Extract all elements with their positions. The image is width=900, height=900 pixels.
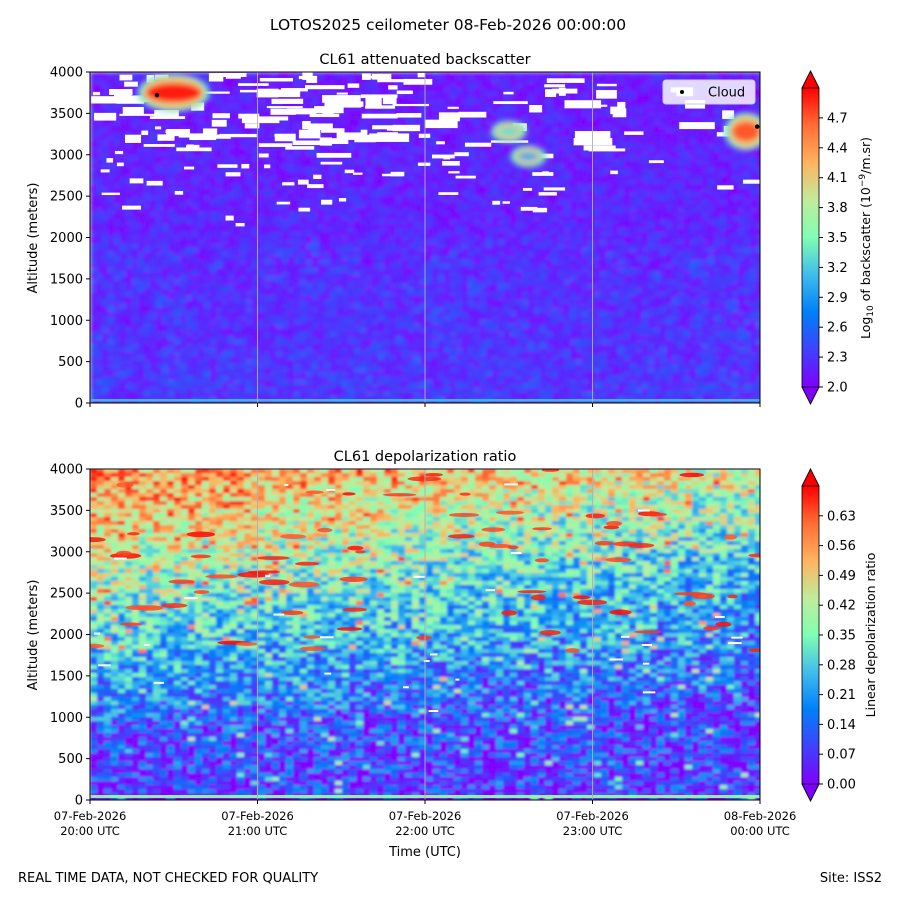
colorbar-tick-label: 2.0 [827,381,848,396]
colorbar-tick-label: 0.00 [827,778,856,793]
y-tick-label: 2500 [50,587,83,602]
x-tick-date-label: 07-Feb-2026 [221,809,294,823]
colorbar-tick-label: 2.6 [827,321,848,336]
x-tick-time-label: 21:00 UTC [228,824,288,838]
colorbar-tick-label: 0.07 [827,748,856,763]
backscatter-colorbar: 2.0 2.3 2.6 2.9 3.2 3.5 3.8 4.1 4.4 4.7 Log10 of … [801,70,876,405]
depolarization-colorbar-label: Linear depolarization ratio [863,553,878,718]
colorbar-tick-label: 2.9 [827,291,848,306]
y-tick-label: 2000 [50,628,83,643]
footer-site: Site: ISS2 [820,871,882,886]
y-tick-label: 500 [58,752,83,767]
x-tick-date-label: 07-Feb-2026 [556,809,629,823]
depolarization-colorbar: 0.00 0.07 0.14 0.21 0.28 0.35 0.42 0.49 0.56 0.63… [801,468,878,802]
backscatter-title: CL61 attenuated backscatter [319,52,530,68]
colorbar-tick-label: 3.8 [827,201,848,216]
x-tick-time-label: 23:00 UTC [563,824,623,838]
backscatter-colorbar-max-arrow [801,70,820,89]
x-tick-time-label: 22:00 UTC [395,824,455,838]
footer-quality-note: REAL TIME DATA, NOT CHECKED FOR QUALITY [18,871,318,886]
backscatter-gridlines [257,72,593,403]
y-tick-label: 1000 [50,711,83,726]
colorbar-tick-label: 0.28 [827,658,856,673]
y-tick-label: 500 [58,355,83,370]
backscatter-feature [510,145,547,168]
cloud-legend-marker [680,90,684,94]
colorbar-tick-label: 4.1 [827,171,848,186]
x-axis-label: Time (UTC) [388,845,461,860]
x-tick-time-label: 20:00 UTC [60,824,120,838]
figure-suptitle: LOTOS2025 ceilometer 08-Feb-2026 00:00:0… [270,16,626,34]
x-tick-time-label: 00:00 UTC [730,824,790,838]
cloud-legend-label: Cloud [708,86,745,101]
backscatter-feature [724,112,760,151]
depolarization-heatmap [90,469,760,800]
depolarization-title: CL61 depolarization ratio [334,449,517,465]
y-tick-label: 2500 [50,190,83,205]
backscatter-colorbar-label: Log10 of backscatter (10−9/m.sr) [858,137,876,339]
depolarization-ylabel: Altitude (meters) [26,580,41,691]
y-tick-label: 3000 [50,545,83,560]
backscatter-x-ticks [89,403,761,407]
y-tick-label: 0 [75,794,83,809]
colorbar-tick-label: 4.7 [827,111,848,126]
y-tick-label: 1500 [50,272,83,287]
backscatter-feature [137,73,210,112]
colorbar-tick-label: 3.5 [827,231,848,246]
backscatter-panel: CL61 attenuated backscatter 0 500 1000 1500… [26,52,876,412]
depolarization-colorbar-min-arrow [801,783,820,802]
backscatter-features [137,73,760,168]
y-tick-label: 1000 [50,314,83,329]
backscatter-y-ticks: 0 500 1000 1500 2000 2500 3000 3500 4000 [50,66,90,412]
y-tick-label: 1500 [50,669,83,684]
colorbar-tick-label: 0.56 [827,539,856,554]
cloud-base-markers [154,92,760,129]
depolarization-colorbar-max-arrow [801,468,820,487]
colorbar-tick-label: 0.42 [827,599,856,614]
y-tick-label: 3000 [50,148,83,163]
colorbar-tick-label: 0.14 [827,718,856,733]
backscatter-ylabel: Altitude (meters) [26,183,41,294]
y-tick-label: 0 [75,397,83,412]
colorbar-tick-label: 0.63 [827,509,856,524]
y-tick-label: 4000 [50,463,83,478]
cloud-base-point [154,92,160,98]
colorbar-tick-label: 0.49 [827,569,856,584]
y-tick-label: 3500 [50,107,83,122]
cloud-legend: Cloud [662,79,756,105]
backscatter-heatmap [90,72,760,403]
colorbar-tick-label: 2.3 [827,351,848,366]
depolarization-gridlines [257,469,593,800]
y-tick-label: 3500 [50,504,83,519]
y-tick-label: 2000 [50,231,83,246]
x-tick-date-label: 07-Feb-2026 [54,809,127,823]
y-tick-label: 4000 [50,66,83,81]
depolarization-high-streaks [90,469,760,653]
depolarization-y-ticks: 0 500 1000 1500 2000 2500 3000 3500 4000 [50,463,90,809]
colorbar-tick-label: 0.21 [827,688,856,703]
depolarization-field-texture [90,469,760,800]
colorbar-tick-label: 0.35 [827,629,856,644]
x-tick-date-label: 08-Feb-2026 [724,809,797,823]
colorbar-tick-label: 4.4 [827,141,848,156]
cloud-base-point [755,124,760,129]
backscatter-colorbar-min-arrow [801,386,820,405]
colorbar-tick-label: 3.2 [827,261,848,276]
x-tick-date-label: 07-Feb-2026 [389,809,462,823]
backscatter-feature [490,120,527,143]
depolarization-panel: CL61 depolarization ratio 0 500 1000 1500 20… [26,449,878,860]
